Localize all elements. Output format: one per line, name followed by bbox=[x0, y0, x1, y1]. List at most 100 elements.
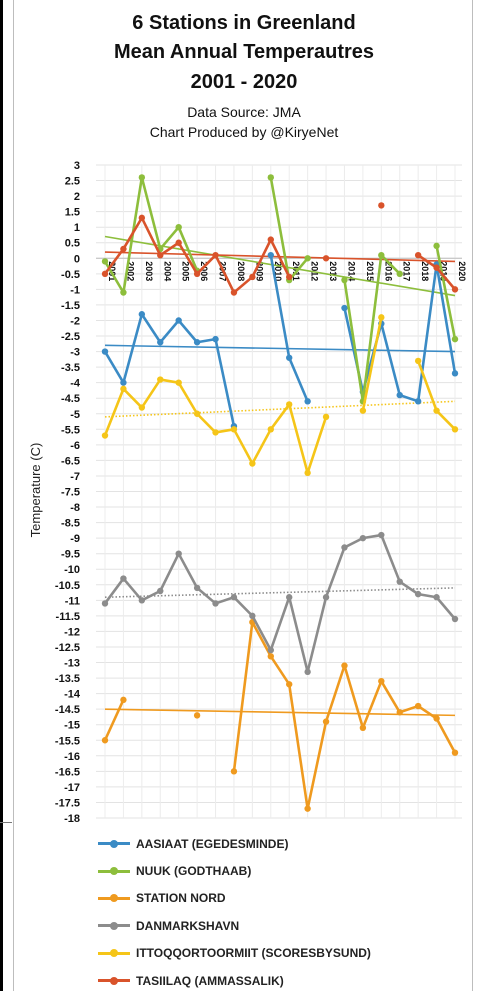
x-tick-label: 2010 bbox=[273, 261, 283, 281]
y-tick-label: -9.5 bbox=[61, 549, 80, 561]
y-tick-label: -18 bbox=[64, 813, 80, 825]
data-point bbox=[378, 531, 385, 539]
x-tick-label: 2013 bbox=[328, 261, 338, 281]
data-point bbox=[120, 575, 127, 582]
data-point bbox=[304, 398, 311, 405]
chart-legend: AASIAAT (EGEDESMINDE) NUUK (GODTHAAB) STAT… bbox=[98, 830, 371, 994]
x-tick-label: 2015 bbox=[365, 261, 375, 281]
data-point bbox=[120, 379, 127, 386]
data-point bbox=[451, 370, 459, 377]
y-tick-label: 0 bbox=[74, 253, 80, 265]
series-line bbox=[343, 253, 401, 403]
y-tick-label: -14.5 bbox=[55, 704, 80, 716]
data-point bbox=[267, 646, 274, 654]
x-tick-label: 2018 bbox=[420, 261, 430, 281]
data-point bbox=[396, 578, 403, 585]
series-group bbox=[101, 531, 459, 676]
y-tick-label: 3 bbox=[74, 160, 80, 172]
y-axis-label: Temperature (C) bbox=[28, 443, 43, 538]
data-point bbox=[101, 348, 109, 355]
legend-label: DANMARKSHAVN bbox=[136, 918, 240, 933]
data-point bbox=[304, 805, 311, 812]
chart-title-line-2: Mean Annual Temperautres bbox=[113, 41, 375, 63]
data-point bbox=[138, 174, 146, 181]
data-point bbox=[378, 202, 385, 209]
data-point bbox=[138, 404, 146, 411]
y-tick-label: -5 bbox=[70, 409, 80, 421]
y-tick-label: -17 bbox=[64, 782, 80, 794]
y-tick-label: -4.5 bbox=[61, 393, 80, 405]
data-point bbox=[120, 385, 127, 393]
data-point bbox=[212, 251, 219, 259]
data-point bbox=[212, 600, 219, 607]
data-point bbox=[414, 357, 422, 365]
data-point bbox=[230, 426, 238, 433]
legend-swatch-marker bbox=[110, 921, 118, 930]
data-point bbox=[286, 354, 293, 361]
data-point bbox=[230, 768, 238, 775]
series-line bbox=[103, 312, 236, 427]
trend-line bbox=[104, 708, 456, 717]
data-point bbox=[378, 251, 385, 259]
y-tick-label: -9 bbox=[70, 533, 80, 545]
data-point bbox=[267, 426, 274, 433]
data-point bbox=[249, 273, 256, 281]
data-point bbox=[175, 550, 182, 557]
data-point bbox=[249, 612, 256, 620]
series-line bbox=[435, 245, 457, 340]
data-point bbox=[414, 702, 422, 710]
data-point bbox=[175, 379, 182, 386]
y-tick-label: -12 bbox=[64, 626, 80, 638]
y-tick-label: -12.5 bbox=[55, 642, 80, 654]
data-point bbox=[396, 270, 403, 278]
data-point bbox=[286, 681, 293, 688]
y-tick-label: -5.5 bbox=[61, 424, 80, 436]
producer-label: Chart Produced by @KiryeNet bbox=[149, 124, 339, 140]
chart-title-line-1: 6 Stations in Greenland bbox=[132, 12, 356, 34]
data-point bbox=[359, 534, 367, 542]
x-tick-label: 2003 bbox=[144, 261, 154, 281]
data-point bbox=[451, 749, 459, 756]
legend-swatch-marker bbox=[110, 839, 118, 848]
y-tick-label: -6.5 bbox=[61, 455, 80, 467]
data-point bbox=[359, 407, 367, 414]
y-tick-label: 1.5 bbox=[65, 207, 80, 219]
data-point bbox=[249, 460, 256, 467]
data-point bbox=[101, 432, 109, 439]
data-point bbox=[322, 413, 330, 421]
legend-swatch-marker bbox=[110, 867, 118, 876]
chart-title-line-3: 2001 - 2020 bbox=[190, 71, 298, 93]
data-point bbox=[193, 410, 201, 417]
data-point bbox=[193, 712, 201, 719]
data-point bbox=[341, 304, 348, 312]
series-lines bbox=[101, 174, 459, 812]
series-line bbox=[103, 533, 456, 674]
y-tick-label: -3 bbox=[70, 347, 80, 359]
data-point bbox=[193, 339, 201, 346]
data-point bbox=[414, 251, 422, 259]
legend-label: ITTOQQORTOORMIIT (SCORESBYSUND) bbox=[136, 946, 371, 961]
data-point bbox=[451, 286, 459, 293]
x-tick-label: 2006 bbox=[199, 261, 209, 281]
data-point bbox=[414, 398, 422, 405]
x-tick-label: 2016 bbox=[383, 261, 393, 281]
y-tick-label: -6 bbox=[70, 440, 80, 452]
data-point bbox=[157, 376, 164, 383]
data-point bbox=[451, 615, 459, 623]
data-point bbox=[286, 273, 293, 281]
y-tick-label: -2 bbox=[70, 315, 80, 327]
x-tick-label: 2009 bbox=[254, 261, 264, 281]
data-point bbox=[286, 594, 293, 601]
data-point bbox=[175, 239, 182, 246]
data-point bbox=[451, 335, 459, 343]
y-tick-label: -10.5 bbox=[55, 580, 80, 592]
y-tick-label: -14 bbox=[64, 689, 81, 701]
trend-line bbox=[104, 344, 456, 353]
data-point bbox=[157, 587, 164, 595]
grid-layer bbox=[96, 164, 462, 819]
data-point bbox=[433, 407, 440, 414]
x-tick-label: 2004 bbox=[162, 261, 172, 281]
data-point bbox=[341, 544, 348, 551]
trend-line bbox=[104, 587, 456, 599]
data-point bbox=[138, 311, 146, 318]
